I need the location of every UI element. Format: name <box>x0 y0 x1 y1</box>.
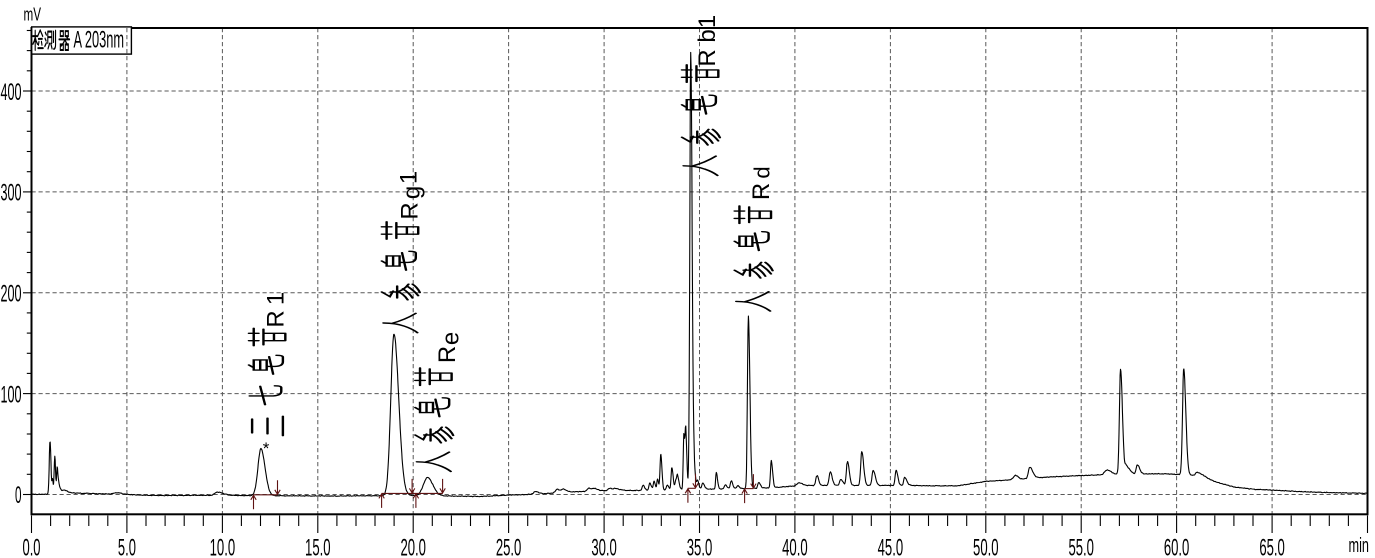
svg-text:300: 300 <box>1 180 22 207</box>
svg-text:R: R <box>263 310 290 327</box>
svg-text:b: b <box>694 29 721 42</box>
svg-text:g: g <box>399 186 426 199</box>
svg-text:15.0: 15.0 <box>305 535 331 558</box>
svg-text:*: * <box>263 439 270 458</box>
svg-text:200: 200 <box>1 281 22 308</box>
svg-text:1: 1 <box>694 15 721 28</box>
svg-text:65.0: 65.0 <box>1259 535 1285 558</box>
svg-text:0.0: 0.0 <box>23 535 41 558</box>
svg-text:1: 1 <box>263 292 290 305</box>
svg-text:40.0: 40.0 <box>782 535 808 558</box>
svg-text:mV: mV <box>24 5 42 25</box>
svg-text:20.0: 20.0 <box>400 535 426 558</box>
svg-text:55.0: 55.0 <box>1068 535 1094 558</box>
svg-text:60.0: 60.0 <box>1164 535 1190 558</box>
svg-text:400: 400 <box>1 79 22 106</box>
svg-text:d: d <box>750 166 775 178</box>
svg-text:R: R <box>434 346 461 363</box>
svg-text:A 203nm: A 203nm <box>74 27 125 54</box>
svg-text:0: 0 <box>15 482 22 509</box>
svg-text:50.0: 50.0 <box>973 535 999 558</box>
svg-text:min: min <box>1349 535 1370 557</box>
svg-text:1: 1 <box>396 171 423 184</box>
svg-text:25.0: 25.0 <box>496 535 522 558</box>
svg-text:10.0: 10.0 <box>210 535 236 558</box>
svg-text:100: 100 <box>1 381 22 408</box>
svg-text:35.0: 35.0 <box>687 535 713 558</box>
svg-text:R: R <box>397 202 424 219</box>
svg-text:R: R <box>748 183 775 200</box>
svg-text:45.0: 45.0 <box>878 535 904 558</box>
svg-text:e: e <box>438 332 465 345</box>
svg-text:30.0: 30.0 <box>591 535 617 558</box>
svg-text:5.0: 5.0 <box>118 535 136 558</box>
svg-text:R: R <box>694 49 721 66</box>
